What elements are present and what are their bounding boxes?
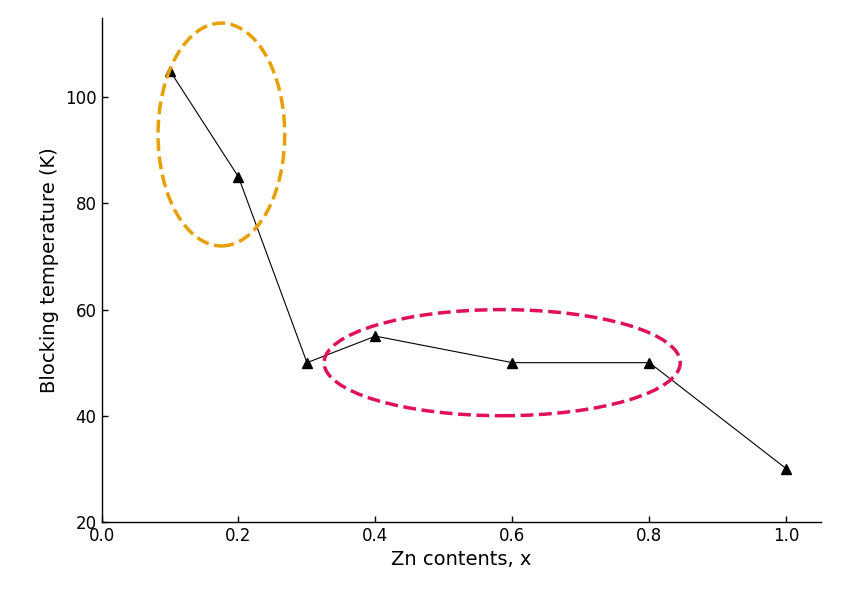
X-axis label: Zn contents, x: Zn contents, x (391, 550, 531, 569)
Y-axis label: Blocking temperature (K): Blocking temperature (K) (41, 147, 59, 393)
